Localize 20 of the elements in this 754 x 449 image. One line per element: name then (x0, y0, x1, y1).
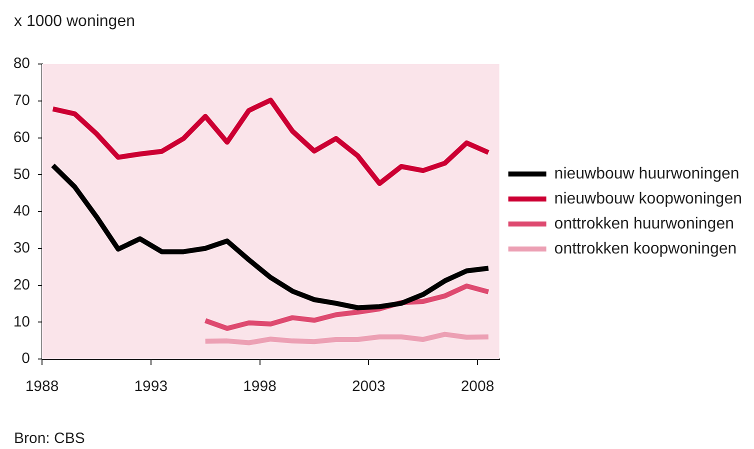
y-tick-label: 70 (13, 92, 30, 110)
y-tick-label: 40 (13, 202, 30, 220)
x-tick-label: 2003 (352, 378, 386, 396)
y-tick-label: 80 (13, 55, 30, 72)
y-tick-label: 50 (13, 166, 30, 183)
x-tick-label: 1998 (243, 378, 276, 396)
legend-label: onttrokken koopwoningen (554, 240, 737, 258)
y-tick-label: 10 (13, 313, 30, 330)
y-tick-label: 30 (13, 240, 30, 257)
legend-label: nieuwbouw huurwoningen (554, 165, 740, 182)
y-axis-title: x 1000 woningen (14, 13, 135, 30)
legend-label: onttrokken huurwoningen (554, 215, 734, 232)
x-tick-label: 2008 (460, 378, 494, 396)
x-tick-label: 1993 (134, 378, 168, 396)
y-tick-label: 20 (13, 276, 30, 294)
text: Bron: CBS (14, 430, 85, 447)
legend-label: nieuwbouw koopwoningen (554, 190, 742, 208)
y-tick-label: 60 (13, 128, 30, 146)
x-tick-label: 1988 (25, 378, 59, 396)
y-tick-label: 0 (22, 350, 30, 368)
